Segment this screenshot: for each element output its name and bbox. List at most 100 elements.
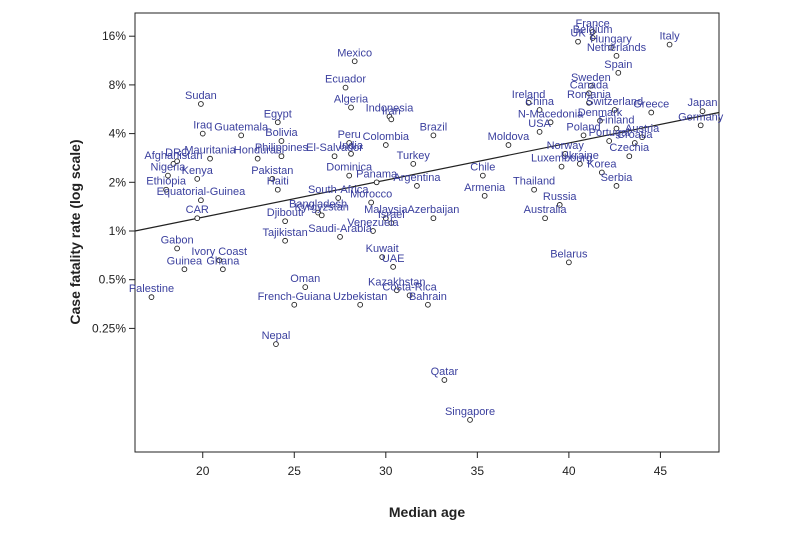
x-tick-label: 25 <box>288 464 302 478</box>
point-azerbaijan <box>430 215 437 222</box>
label-costa-rica: Costa-Rica <box>382 281 437 293</box>
point-car <box>194 215 201 222</box>
label-argentina: Argentina <box>393 172 441 184</box>
label-denmark: Denmark <box>578 107 623 119</box>
label-peru: Peru <box>338 129 361 141</box>
point-austria <box>639 134 645 141</box>
label-qatar: Qatar <box>431 366 459 378</box>
label-pakistan: Pakistan <box>251 165 293 177</box>
point-denmark <box>597 117 603 124</box>
point-kenya <box>194 176 201 182</box>
label-uk: UK <box>570 28 586 40</box>
label-morocco: Morocco <box>350 189 392 201</box>
label-bolivia: Bolivia <box>265 127 298 139</box>
point-guatemala <box>238 132 245 139</box>
point-mauritania <box>207 155 213 162</box>
point-dominica <box>346 172 353 179</box>
label-armenia: Armenia <box>464 182 506 194</box>
label-mauritania: Mauritania <box>184 145 236 157</box>
label-drc: DRC <box>165 147 189 159</box>
label-poland: Poland <box>566 121 600 133</box>
label-japan: Japan <box>688 97 718 109</box>
label-spain: Spain <box>604 59 632 71</box>
point-colombia <box>382 142 389 148</box>
point-argentina <box>414 183 420 189</box>
label-kazakhstan: Kazakhstan <box>368 276 425 288</box>
point-venezuela <box>370 228 376 234</box>
point-luxembourg <box>558 163 565 170</box>
point-korea <box>598 169 605 176</box>
label-saudi-arabia: Saudi-Arabia <box>308 223 372 235</box>
x-tick-label: 40 <box>562 464 576 478</box>
point-uk <box>575 38 581 45</box>
point-uzbekistan <box>357 301 364 308</box>
label-kyrgyzstan: Kyrgyzstan <box>295 201 349 213</box>
point-germany <box>697 122 704 129</box>
label-australia: Australia <box>524 204 568 216</box>
label-india: India <box>339 140 364 152</box>
y-axis-title: Case fatality rate (log scale) <box>67 139 83 324</box>
point-switzerland <box>611 107 618 113</box>
label-car: CAR <box>186 204 209 216</box>
label-haiti: Haiti <box>267 176 289 188</box>
y-axis: 0.25% 0.5% 1% 2% 4% 8% 16% <box>92 29 135 335</box>
label-venezuela: Venezuela <box>347 217 399 229</box>
x-tick-label: 20 <box>196 464 210 478</box>
point-south-africa <box>335 195 342 201</box>
label-egypt: Egypt <box>264 108 292 120</box>
label-djibouti: Djibouti <box>267 207 304 219</box>
label-philippines: Philippines <box>255 142 309 154</box>
point-saudi-arabia <box>337 234 343 240</box>
label-romania: Romania <box>567 89 612 101</box>
label-luxembourg: Luxembourg <box>531 153 592 165</box>
point-poland <box>580 132 587 139</box>
point-panama <box>373 179 380 186</box>
label-turkey: Turkey <box>397 150 431 162</box>
point-spain <box>615 69 622 76</box>
point-ecuador <box>342 84 349 91</box>
label-sudan: Sudan <box>185 90 217 102</box>
point-kazakhstan <box>393 287 400 294</box>
point-turkey <box>410 161 417 167</box>
label-sweden: Sweden <box>571 72 611 84</box>
label-israel: Israel <box>378 209 405 221</box>
point-russia <box>556 202 563 208</box>
point-ivory-coast <box>216 257 223 264</box>
point-nigeria <box>165 172 171 179</box>
point-australia <box>542 215 548 222</box>
point-chile <box>479 172 486 179</box>
point-singapore <box>467 417 473 423</box>
point-italy <box>666 41 673 48</box>
label-guinea: Guinea <box>167 255 203 267</box>
point-brazil <box>430 132 437 139</box>
label-italy: Italy <box>659 31 680 43</box>
label-iraq: Iraq <box>193 120 212 132</box>
point-equatorial-guinea <box>198 197 204 204</box>
label-indonesia: Indonesia <box>366 103 415 115</box>
point-belarus <box>566 259 572 266</box>
y-tick-label: 0.25% <box>92 321 126 335</box>
point-greece <box>648 109 655 116</box>
point-morocco <box>368 199 375 206</box>
label-gabon: Gabon <box>161 234 194 246</box>
point-el-salvador <box>331 153 338 160</box>
label-china: China <box>525 96 555 108</box>
label-bahrain: Bahrain <box>409 291 447 303</box>
label-moldova: Moldova <box>488 131 530 143</box>
label-mexico: Mexico <box>337 47 372 59</box>
label-ireland: Ireland <box>512 89 546 101</box>
point-romania <box>586 99 592 106</box>
point-kyrgyzstan <box>318 212 325 219</box>
point-sudan <box>198 101 204 107</box>
label-palestine: Palestine <box>129 283 174 295</box>
point-costa-rica <box>406 292 413 299</box>
point-ukraine <box>577 161 583 167</box>
point-haiti <box>274 186 281 193</box>
label-nepal: Nepal <box>262 330 291 342</box>
label-malaysia: Malaysia <box>364 204 408 216</box>
point-drc <box>174 158 180 165</box>
y-tick-label: 2% <box>109 175 127 189</box>
trend-line <box>134 111 720 232</box>
label-croatia: Croatia <box>617 129 653 141</box>
